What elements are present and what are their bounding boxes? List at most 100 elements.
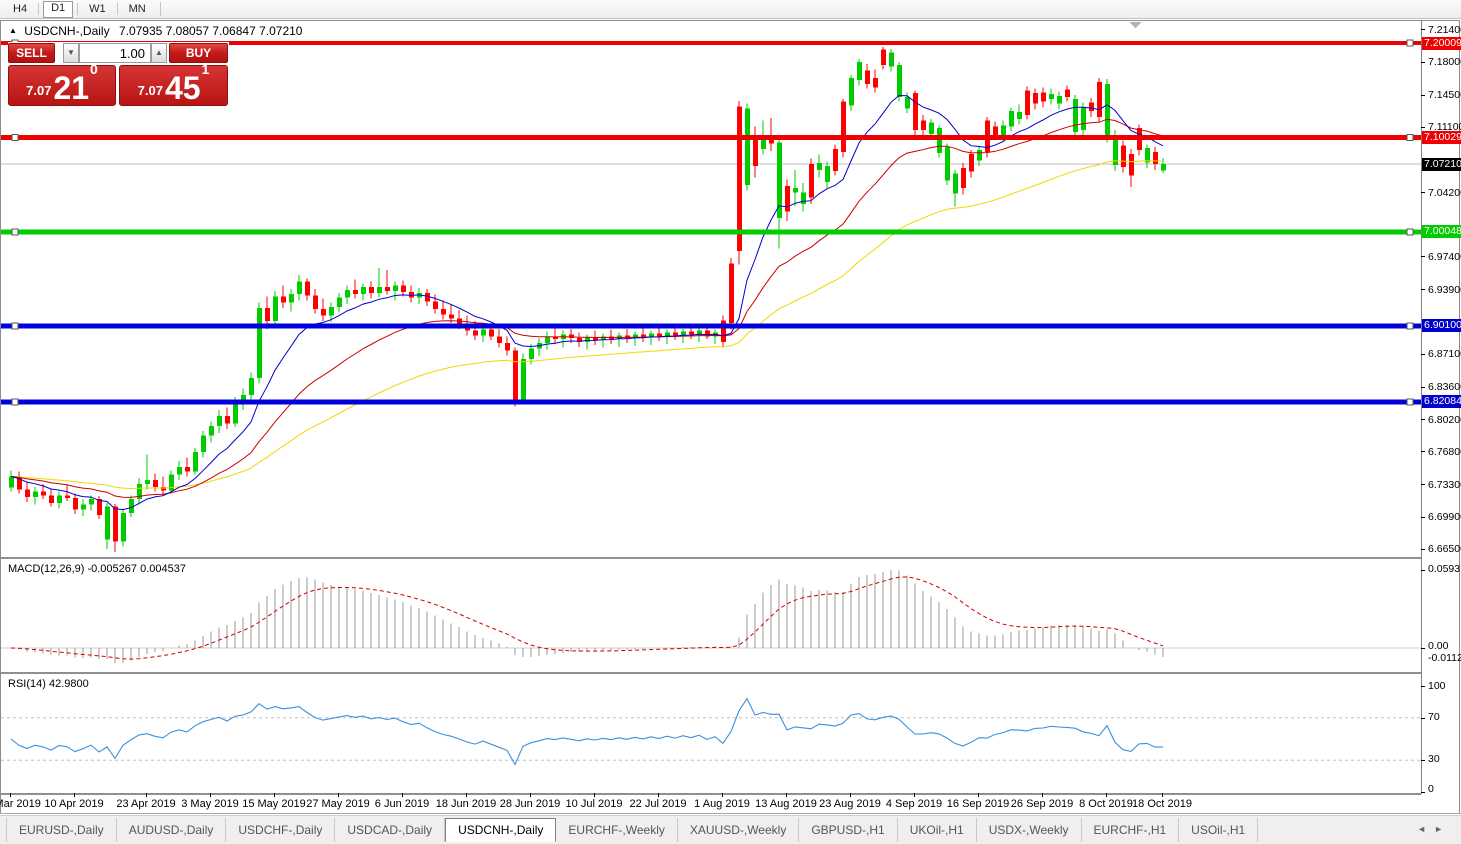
- tab-eurchf-weekly[interactable]: EURCHF-,Weekly: [556, 818, 678, 842]
- date-label: 13 Aug 2019: [755, 798, 817, 810]
- tab-usdchf-daily[interactable]: USDCHF-,Daily: [226, 818, 336, 842]
- tab-eurchf-h1[interactable]: EURCHF-,H1: [1082, 818, 1180, 842]
- date-label: 10 Apr 2019: [44, 798, 104, 810]
- one-click-trading-panel: SELL ▼ ▲ BUY 7.07 21 0 7.07 45 1: [8, 42, 229, 107]
- price-tick-label: 6.69900: [1428, 511, 1461, 523]
- price-tick: [1421, 289, 1425, 290]
- macd-indicator-panel[interactable]: [1, 560, 1421, 672]
- sell-price-pip: 0: [90, 61, 98, 77]
- price-tick-label: 6.83600: [1428, 381, 1461, 393]
- date-tick: [914, 793, 915, 797]
- tab-scroll-left-button[interactable]: ◄: [1417, 824, 1435, 834]
- toolbar-separator: [159, 2, 161, 16]
- tab-audusd-daily[interactable]: AUDUSD-,Daily: [117, 818, 227, 842]
- chart-ohlc-values: 7.07935 7.08057 7.06847 7.07210: [118, 24, 303, 38]
- window-bottom-border: [0, 813, 1461, 814]
- price-tick-label: 6.76800: [1428, 446, 1461, 458]
- rsi-scale-0: 0: [1428, 783, 1434, 795]
- sell-button[interactable]: SELL: [8, 43, 55, 63]
- tab-usdcnh-daily[interactable]: USDCNH-,Daily: [445, 818, 557, 842]
- rsi-tick: [1421, 686, 1425, 687]
- tab-ukoil-h1[interactable]: UKOil-,H1: [898, 818, 977, 842]
- buy-button[interactable]: BUY: [169, 43, 228, 63]
- date-tick: [1106, 793, 1107, 797]
- macd-label: MACD(12,26,9) -0.005267 0.004537: [8, 563, 186, 575]
- price-tick-label: 6.80200: [1428, 414, 1461, 426]
- toolbar-separator: [77, 3, 79, 15]
- price-tick-label: 6.66500: [1428, 543, 1461, 555]
- date-tick: [466, 793, 467, 797]
- rsi-label: RSI(14) 42.9800: [8, 678, 89, 690]
- date-tick: [274, 793, 275, 797]
- tab-usdcad-daily[interactable]: USDCAD-,Daily: [335, 818, 446, 842]
- current-price-label: 7.07210: [1422, 158, 1461, 171]
- level-handle: [1406, 322, 1414, 330]
- price-tick: [1421, 387, 1425, 388]
- level-handle: [11, 322, 19, 330]
- date-tick: [10, 793, 11, 797]
- date-tick: [1042, 793, 1043, 797]
- price-tick-label: 6.97400: [1428, 251, 1461, 263]
- level-handle: [1406, 39, 1414, 47]
- macd-tick: [1421, 570, 1425, 571]
- date-tick: [210, 793, 211, 797]
- tab-gbpusd-h1[interactable]: GBPUSD-,H1: [799, 818, 898, 842]
- rsi-indicator-panel[interactable]: [1, 675, 1421, 793]
- timeframe-d1-button[interactable]: D1: [43, 0, 74, 18]
- price-tick: [1421, 451, 1425, 452]
- macd-signal-line: [10, 576, 1164, 660]
- date-tick: [658, 793, 659, 797]
- price-tick: [1421, 29, 1425, 30]
- tab-eurusd-daily[interactable]: EURUSD-,Daily: [6, 818, 117, 842]
- level-price-label: 6.90100: [1422, 319, 1461, 332]
- sell-price-main: 21: [53, 69, 90, 106]
- price-tick: [1421, 517, 1425, 518]
- lot-increase-button[interactable]: ▲: [151, 43, 167, 63]
- level-handle: [11, 398, 19, 406]
- price-tick: [1421, 192, 1425, 193]
- rsi-tick: [1421, 760, 1425, 761]
- rsi-splitter[interactable]: [0, 672, 1421, 674]
- macd-splitter[interactable]: [0, 557, 1421, 559]
- buy-price-pip: 1: [201, 61, 210, 77]
- lot-size-input[interactable]: [79, 43, 151, 63]
- tab-xauusd-weekly[interactable]: XAUUSD-,Weekly: [678, 818, 800, 842]
- ma-slow-line: [10, 160, 1164, 490]
- symbol-dropdown-icon[interactable]: ▲: [9, 26, 17, 35]
- price-chart[interactable]: [1, 20, 1421, 557]
- price-tick-label: 7.14500: [1428, 89, 1461, 101]
- date-tick: [850, 793, 851, 797]
- lot-decrease-button[interactable]: ▼: [63, 43, 79, 63]
- chart-symbol-period: USDCNH-,Daily: [24, 24, 110, 38]
- macd-scale-max: 0.0593: [1428, 563, 1461, 575]
- date-label: 1 Aug 2019: [694, 798, 750, 810]
- date-label: 10 Jul 2019: [565, 798, 623, 810]
- level-handle: [11, 228, 19, 236]
- timeframe-h4-button[interactable]: H4: [13, 2, 28, 15]
- level-price-label: 6.82084: [1422, 395, 1461, 408]
- sell-price-display[interactable]: 7.07 21 0: [8, 61, 116, 106]
- chart-tab-bar: EURUSD-,Daily AUDUSD-,Daily USDCHF-,Daily U…: [0, 815, 1461, 844]
- rsi-scale-70: 70: [1428, 711, 1440, 723]
- price-tick-label: 7.04200: [1428, 187, 1461, 199]
- tab-scroll-right-button[interactable]: ►: [1434, 824, 1451, 834]
- date-tick: [530, 793, 531, 797]
- chart-title: ▲ USDCNH-,Daily 7.07935 7.08057 7.06847 …: [9, 24, 302, 38]
- candles: [9, 46, 1166, 553]
- date-tick: [786, 793, 787, 797]
- date-label: 6 Jun 2019: [374, 798, 430, 810]
- date-tick: [722, 793, 723, 797]
- tab-usdx-weekly[interactable]: USDX-,Weekly: [977, 818, 1082, 842]
- price-tick: [1421, 354, 1425, 355]
- tab-usoil-h1[interactable]: USOil-,H1: [1179, 818, 1259, 842]
- timeframe-mn-button[interactable]: MN: [128, 2, 146, 15]
- date-tick: [338, 793, 339, 797]
- buy-price-display[interactable]: 7.07 45 1: [119, 61, 228, 106]
- date-tick: [978, 793, 979, 797]
- price-tick-label: 7.21400: [1428, 24, 1461, 36]
- timeframe-w1-button[interactable]: W1: [89, 2, 106, 15]
- rsi-scale-100: 100: [1428, 680, 1446, 692]
- date-label: 18 Jun 2019: [435, 798, 497, 810]
- price-tick-label: 7.18000: [1428, 56, 1461, 68]
- macd-scale-zero: 0.00: [1428, 640, 1449, 652]
